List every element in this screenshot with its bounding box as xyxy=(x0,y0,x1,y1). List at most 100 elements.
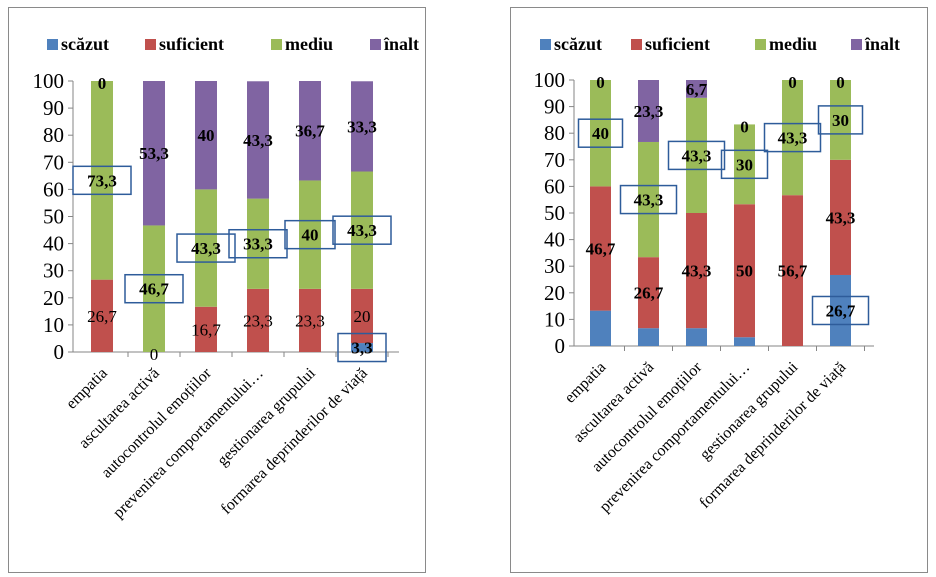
data-label-left-mediu-5: 43,3 xyxy=(347,221,377,240)
y-tick-label-left-10: 100 xyxy=(33,69,65,93)
bar-left-înalt-2 xyxy=(195,81,217,190)
data-label-right-mediu-1: 43,3 xyxy=(634,191,664,210)
data-label-left-mediu-2: 43,3 xyxy=(191,239,221,258)
label-box-left-4-2 xyxy=(284,219,336,250)
chart-panel-left: scăzut suficient mediu înalt 0 10 20 30 40 50 60 70… xyxy=(8,7,426,573)
bar-right-suficient-1 xyxy=(638,257,659,329)
legend-swatch-left-3 xyxy=(370,39,381,50)
data-label-left-mediu-1: 46,7 xyxy=(139,280,169,299)
legend-label-left-2: mediu xyxy=(285,34,333,54)
data-label-left-înalt-4: 36,7 xyxy=(295,122,325,141)
data-label-left-suficient-3: 23,3 xyxy=(243,311,273,330)
bar-left-suficient-2 xyxy=(195,306,217,352)
y-tick-label-right-8: 80 xyxy=(544,121,565,145)
legend-label-left-1: suficient xyxy=(159,34,224,54)
data-label-right-mediu-3: 30 xyxy=(736,155,753,174)
data-label-right-înalt-2: 6,7 xyxy=(686,80,708,99)
bar-right-mediu-0 xyxy=(590,80,611,187)
bar-left-suficient-3 xyxy=(247,288,269,352)
y-tick-label-left-9: 90 xyxy=(43,96,64,120)
bar-left-înalt-1 xyxy=(143,81,165,226)
legend-label-right-0: scăzut xyxy=(554,34,602,54)
bar-right-mediu-2 xyxy=(686,97,707,213)
y-tick-label-left-8: 80 xyxy=(43,123,64,147)
data-label-right-înalt-0: 0 xyxy=(596,73,605,92)
bar-right-înalt-1 xyxy=(638,80,659,142)
bar-right-scăzut-2 xyxy=(686,328,707,346)
bar-left-suficient-4 xyxy=(299,288,321,352)
data-label-right-suficient-3: 50 xyxy=(736,262,753,281)
data-label-right-suficient-5: 43,3 xyxy=(826,208,856,227)
legend-label-right-1: suficient xyxy=(645,34,710,54)
data-label-left-înalt-3: 43,3 xyxy=(243,131,273,150)
label-box-left-2-2 xyxy=(176,233,236,263)
legend-swatch-left-2 xyxy=(271,39,282,50)
label-box-right-1-2 xyxy=(619,184,678,215)
bar-right-mediu-1 xyxy=(638,141,659,258)
data-label-left-suficient-5: 20 xyxy=(354,307,371,326)
bar-left-mediu-5 xyxy=(351,171,373,289)
legend-swatch-right-1 xyxy=(631,39,642,50)
data-label-right-înalt-4: 0 xyxy=(788,73,797,92)
data-label-right-suficient-0: 46,7 xyxy=(586,240,616,259)
bar-right-înalt-2 xyxy=(686,80,707,98)
y-tick-label-right-2: 20 xyxy=(544,281,565,305)
x-label-left-0: empatia xyxy=(63,365,111,413)
y-tick-label-right-9: 90 xyxy=(544,95,565,119)
data-label-right-suficient-4: 56,7 xyxy=(778,262,808,281)
legend-swatch-left-1 xyxy=(145,39,156,50)
y-tick-label-right-6: 60 xyxy=(544,174,565,198)
bar-left-înalt-5 xyxy=(351,81,373,172)
label-box-left-5-0 xyxy=(337,332,387,363)
data-label-right-scăzut-5: 26,7 xyxy=(826,301,856,320)
legend-swatch-right-3 xyxy=(851,39,862,50)
label-box-right-5-2 xyxy=(817,105,864,135)
bar-right-scăzut-1 xyxy=(638,328,659,346)
data-label-left-mediu-0: 73,3 xyxy=(87,171,117,190)
x-label-left-4: gestionarea grupului xyxy=(214,364,319,469)
bar-left-suficient-0 xyxy=(91,279,113,352)
legend-label-right-3: înalt xyxy=(864,34,900,54)
y-tick-label-left-6: 60 xyxy=(43,177,64,201)
y-tick-label-right-5: 50 xyxy=(544,201,565,225)
y-tick-label-right-0: 0 xyxy=(555,334,566,358)
bar-left-mediu-4 xyxy=(299,180,321,289)
legend-label-left-0: scăzut xyxy=(61,34,109,54)
bar-right-mediu-5 xyxy=(830,80,851,160)
bar-left-mediu-2 xyxy=(195,189,217,307)
legend-swatch-right-2 xyxy=(755,39,766,50)
bar-left-scăzut-5 xyxy=(351,343,373,352)
data-label-right-mediu-0: 40 xyxy=(592,124,609,143)
label-box-right-2-2 xyxy=(667,140,726,171)
y-tick-label-left-5: 50 xyxy=(43,205,64,229)
y-tick-label-right-4: 40 xyxy=(544,228,565,252)
data-label-right-mediu-5: 30 xyxy=(832,111,849,130)
bar-right-suficient-0 xyxy=(590,186,611,311)
bar-right-mediu-4 xyxy=(782,80,803,196)
y-tick-label-right-7: 70 xyxy=(544,148,565,172)
data-label-left-suficient-4: 23,3 xyxy=(295,311,325,330)
chart-right: scăzut suficient mediu înalt010203040506070… xyxy=(534,34,901,516)
chart-left: scăzut suficient mediu înalt 0 10 20 30 40 50 60 70… xyxy=(33,34,420,522)
data-label-left-suficient-0: 26,7 xyxy=(87,307,117,326)
bar-right-scăzut-5 xyxy=(830,274,851,346)
data-label-right-suficient-1: 26,7 xyxy=(634,284,664,303)
data-label-left-mediu-3: 33,3 xyxy=(243,235,273,254)
data-label-left-mediu-4: 40 xyxy=(302,226,319,245)
chart-panel-right: scăzut suficient mediu înalt 0 10 20 30 40 50 60 70… xyxy=(510,7,928,573)
bar-left-suficient-5 xyxy=(351,288,373,344)
data-label-left-înalt-0: 0 xyxy=(98,74,107,93)
bar-left-înalt-4 xyxy=(299,81,321,181)
bar-right-scăzut-3 xyxy=(734,337,755,346)
legend-label-left-3: înalt xyxy=(383,34,419,54)
bar-right-suficient-4 xyxy=(782,195,803,346)
data-label-right-mediu-4: 43,3 xyxy=(778,129,808,148)
label-box-left-3-2 xyxy=(228,228,288,259)
data-label-left-înalt-2: 40 xyxy=(198,126,215,145)
bar-right-mediu-3 xyxy=(734,124,755,205)
bar-left-mediu-1 xyxy=(143,225,165,352)
label-box-left-5-2 xyxy=(332,215,392,245)
label-box-right-4-2 xyxy=(763,122,822,153)
y-tick-label-left-1: 10 xyxy=(43,313,64,337)
bar-right-suficient-3 xyxy=(734,204,755,338)
